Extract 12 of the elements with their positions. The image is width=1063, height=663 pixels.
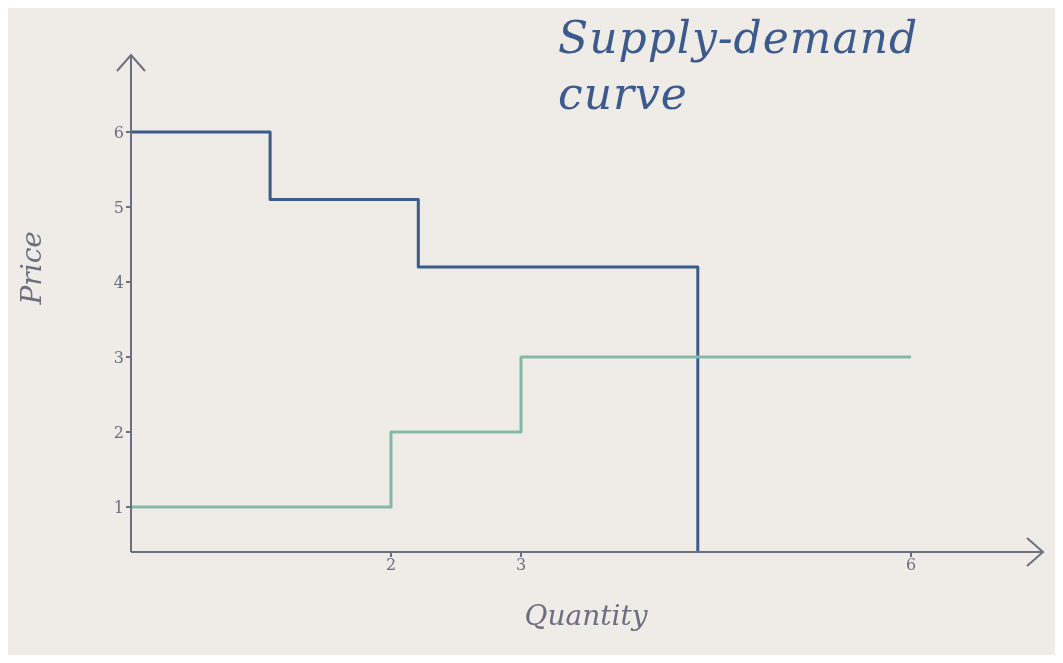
y-tick-label: 2 <box>113 422 124 442</box>
y-tick-label: 4 <box>113 272 124 292</box>
y-tick-label: 6 <box>113 122 124 142</box>
y-tick-label: 3 <box>113 347 124 367</box>
chart-title: Supply-demand curve <box>558 11 920 121</box>
y-tick-label: 1 <box>113 497 124 517</box>
x-tick-label: 2 <box>385 555 397 575</box>
x-axis-title: Quantity <box>524 599 649 632</box>
x-tick-label: 3 <box>515 555 527 575</box>
x-tick-label: 6 <box>905 555 917 575</box>
y-tick-label: 5 <box>113 197 124 217</box>
y-axis-title: Price <box>14 231 48 306</box>
